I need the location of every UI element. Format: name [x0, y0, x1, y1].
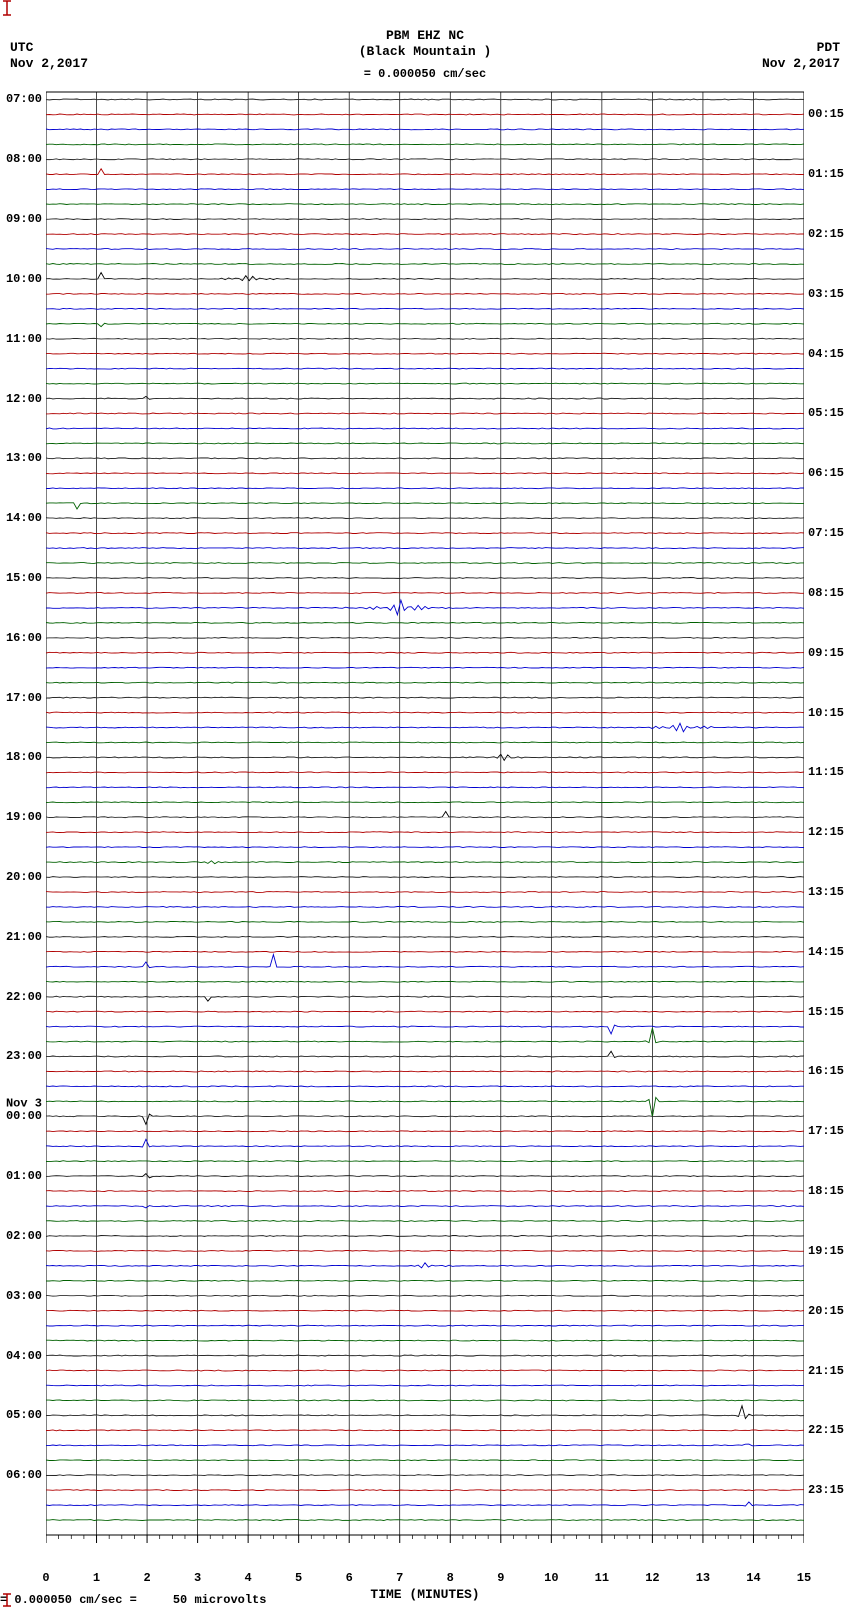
utc-hour-label: 21:00 [6, 930, 42, 944]
utc-hour-label: 07:00 [6, 92, 42, 106]
utc-day-label: Nov 3 [6, 1097, 42, 1111]
pdt-hour-label: 12:15 [808, 825, 844, 839]
helicorder-plot: TIME (MINUTES) 012345678910111213141507:… [46, 88, 804, 1553]
x-tick-label: 4 [245, 1571, 252, 1585]
x-tick-label: 6 [346, 1571, 353, 1585]
utc-hour-label: 01:00 [6, 1169, 42, 1183]
pdt-hour-label: 05:15 [808, 406, 844, 420]
tr-timezone: PDT [762, 40, 840, 56]
x-tick-label: 1 [93, 1571, 100, 1585]
utc-hour-label: 16:00 [6, 631, 42, 645]
pdt-hour-label: 16:15 [808, 1064, 844, 1078]
pdt-hour-label: 18:15 [808, 1184, 844, 1198]
pdt-hour-label: 20:15 [808, 1304, 844, 1318]
x-axis-title: TIME (MINUTES) [370, 1587, 479, 1602]
pdt-hour-label: 06:15 [808, 466, 844, 480]
pdt-hour-label: 21:15 [808, 1364, 844, 1378]
x-tick-label: 11 [595, 1571, 609, 1585]
x-tick-label: 7 [396, 1571, 403, 1585]
utc-hour-label: 20:00 [6, 870, 42, 884]
tl-date: Nov 2,2017 [10, 56, 88, 72]
utc-hour-label: 04:00 [6, 1349, 42, 1363]
x-tick-label: 0 [42, 1571, 49, 1585]
utc-hour-label: 10:00 [6, 272, 42, 286]
footer-scale-note: = 0.000050 cm/sec = 50 microvolts [0, 1593, 266, 1607]
pdt-hour-label: 09:15 [808, 646, 844, 660]
pdt-hour-label: 07:15 [808, 526, 844, 540]
pdt-hour-label: 10:15 [808, 706, 844, 720]
scale-bar-icon [0, 1593, 266, 1607]
utc-hour-label: 12:00 [6, 392, 42, 406]
x-tick-label: 9 [497, 1571, 504, 1585]
x-tick-label: 12 [645, 1571, 659, 1585]
x-tick-label: 14 [746, 1571, 760, 1585]
plot-svg [46, 88, 804, 1553]
pdt-hour-label: 23:15 [808, 1483, 844, 1497]
utc-hour-label: 09:00 [6, 212, 42, 226]
pdt-hour-label: 03:15 [808, 287, 844, 301]
x-tick-label: 5 [295, 1571, 302, 1585]
pdt-hour-label: 22:15 [808, 1423, 844, 1437]
pdt-hour-label: 15:15 [808, 1005, 844, 1019]
x-tick-label: 2 [143, 1571, 150, 1585]
scale-bar-icon [0, 0, 850, 82]
utc-hour-label: 23:00 [6, 1049, 42, 1063]
utc-hour-label: 15:00 [6, 571, 42, 585]
utc-hour-label: 11:00 [6, 332, 42, 346]
utc-hour-label: 02:00 [6, 1229, 42, 1243]
pdt-hour-label: 17:15 [808, 1124, 844, 1138]
tl-timezone: UTC [10, 40, 88, 56]
x-tick-label: 13 [696, 1571, 710, 1585]
pdt-hour-label: 19:15 [808, 1244, 844, 1258]
pdt-hour-label: 01:15 [808, 167, 844, 181]
pdt-hour-label: 02:15 [808, 227, 844, 241]
utc-hour-label: 05:00 [6, 1408, 42, 1422]
top-left-label: UTC Nov 2,2017 [10, 40, 88, 73]
pdt-hour-label: 08:15 [808, 586, 844, 600]
top-right-label: PDT Nov 2,2017 [762, 40, 840, 73]
utc-hour-label: 06:00 [6, 1468, 42, 1482]
pdt-hour-label: 13:15 [808, 885, 844, 899]
pdt-hour-label: 14:15 [808, 945, 844, 959]
header: PBM EHZ NC (Black Mountain ) = 0.000050 … [0, 0, 850, 82]
utc-hour-label: 13:00 [6, 451, 42, 465]
utc-hour-label: 17:00 [6, 691, 42, 705]
x-tick-label: 15 [797, 1571, 811, 1585]
utc-hour-label: 22:00 [6, 990, 42, 1004]
x-tick-label: 8 [447, 1571, 454, 1585]
x-tick-label: 10 [544, 1571, 558, 1585]
pdt-hour-label: 00:15 [808, 107, 844, 121]
utc-hour-label: 08:00 [6, 152, 42, 166]
x-tick-label: 3 [194, 1571, 201, 1585]
pdt-hour-label: 11:15 [808, 765, 844, 779]
scale-legend: = 0.000050 cm/sec [0, 67, 850, 81]
pdt-hour-label: 04:15 [808, 347, 844, 361]
utc-hour-label: 18:00 [6, 750, 42, 764]
utc-hour-label: 19:00 [6, 810, 42, 824]
utc-hour-label: 00:00 [6, 1109, 42, 1123]
tr-date: Nov 2,2017 [762, 56, 840, 72]
utc-hour-label: 03:00 [6, 1289, 42, 1303]
utc-hour-label: 14:00 [6, 511, 42, 525]
